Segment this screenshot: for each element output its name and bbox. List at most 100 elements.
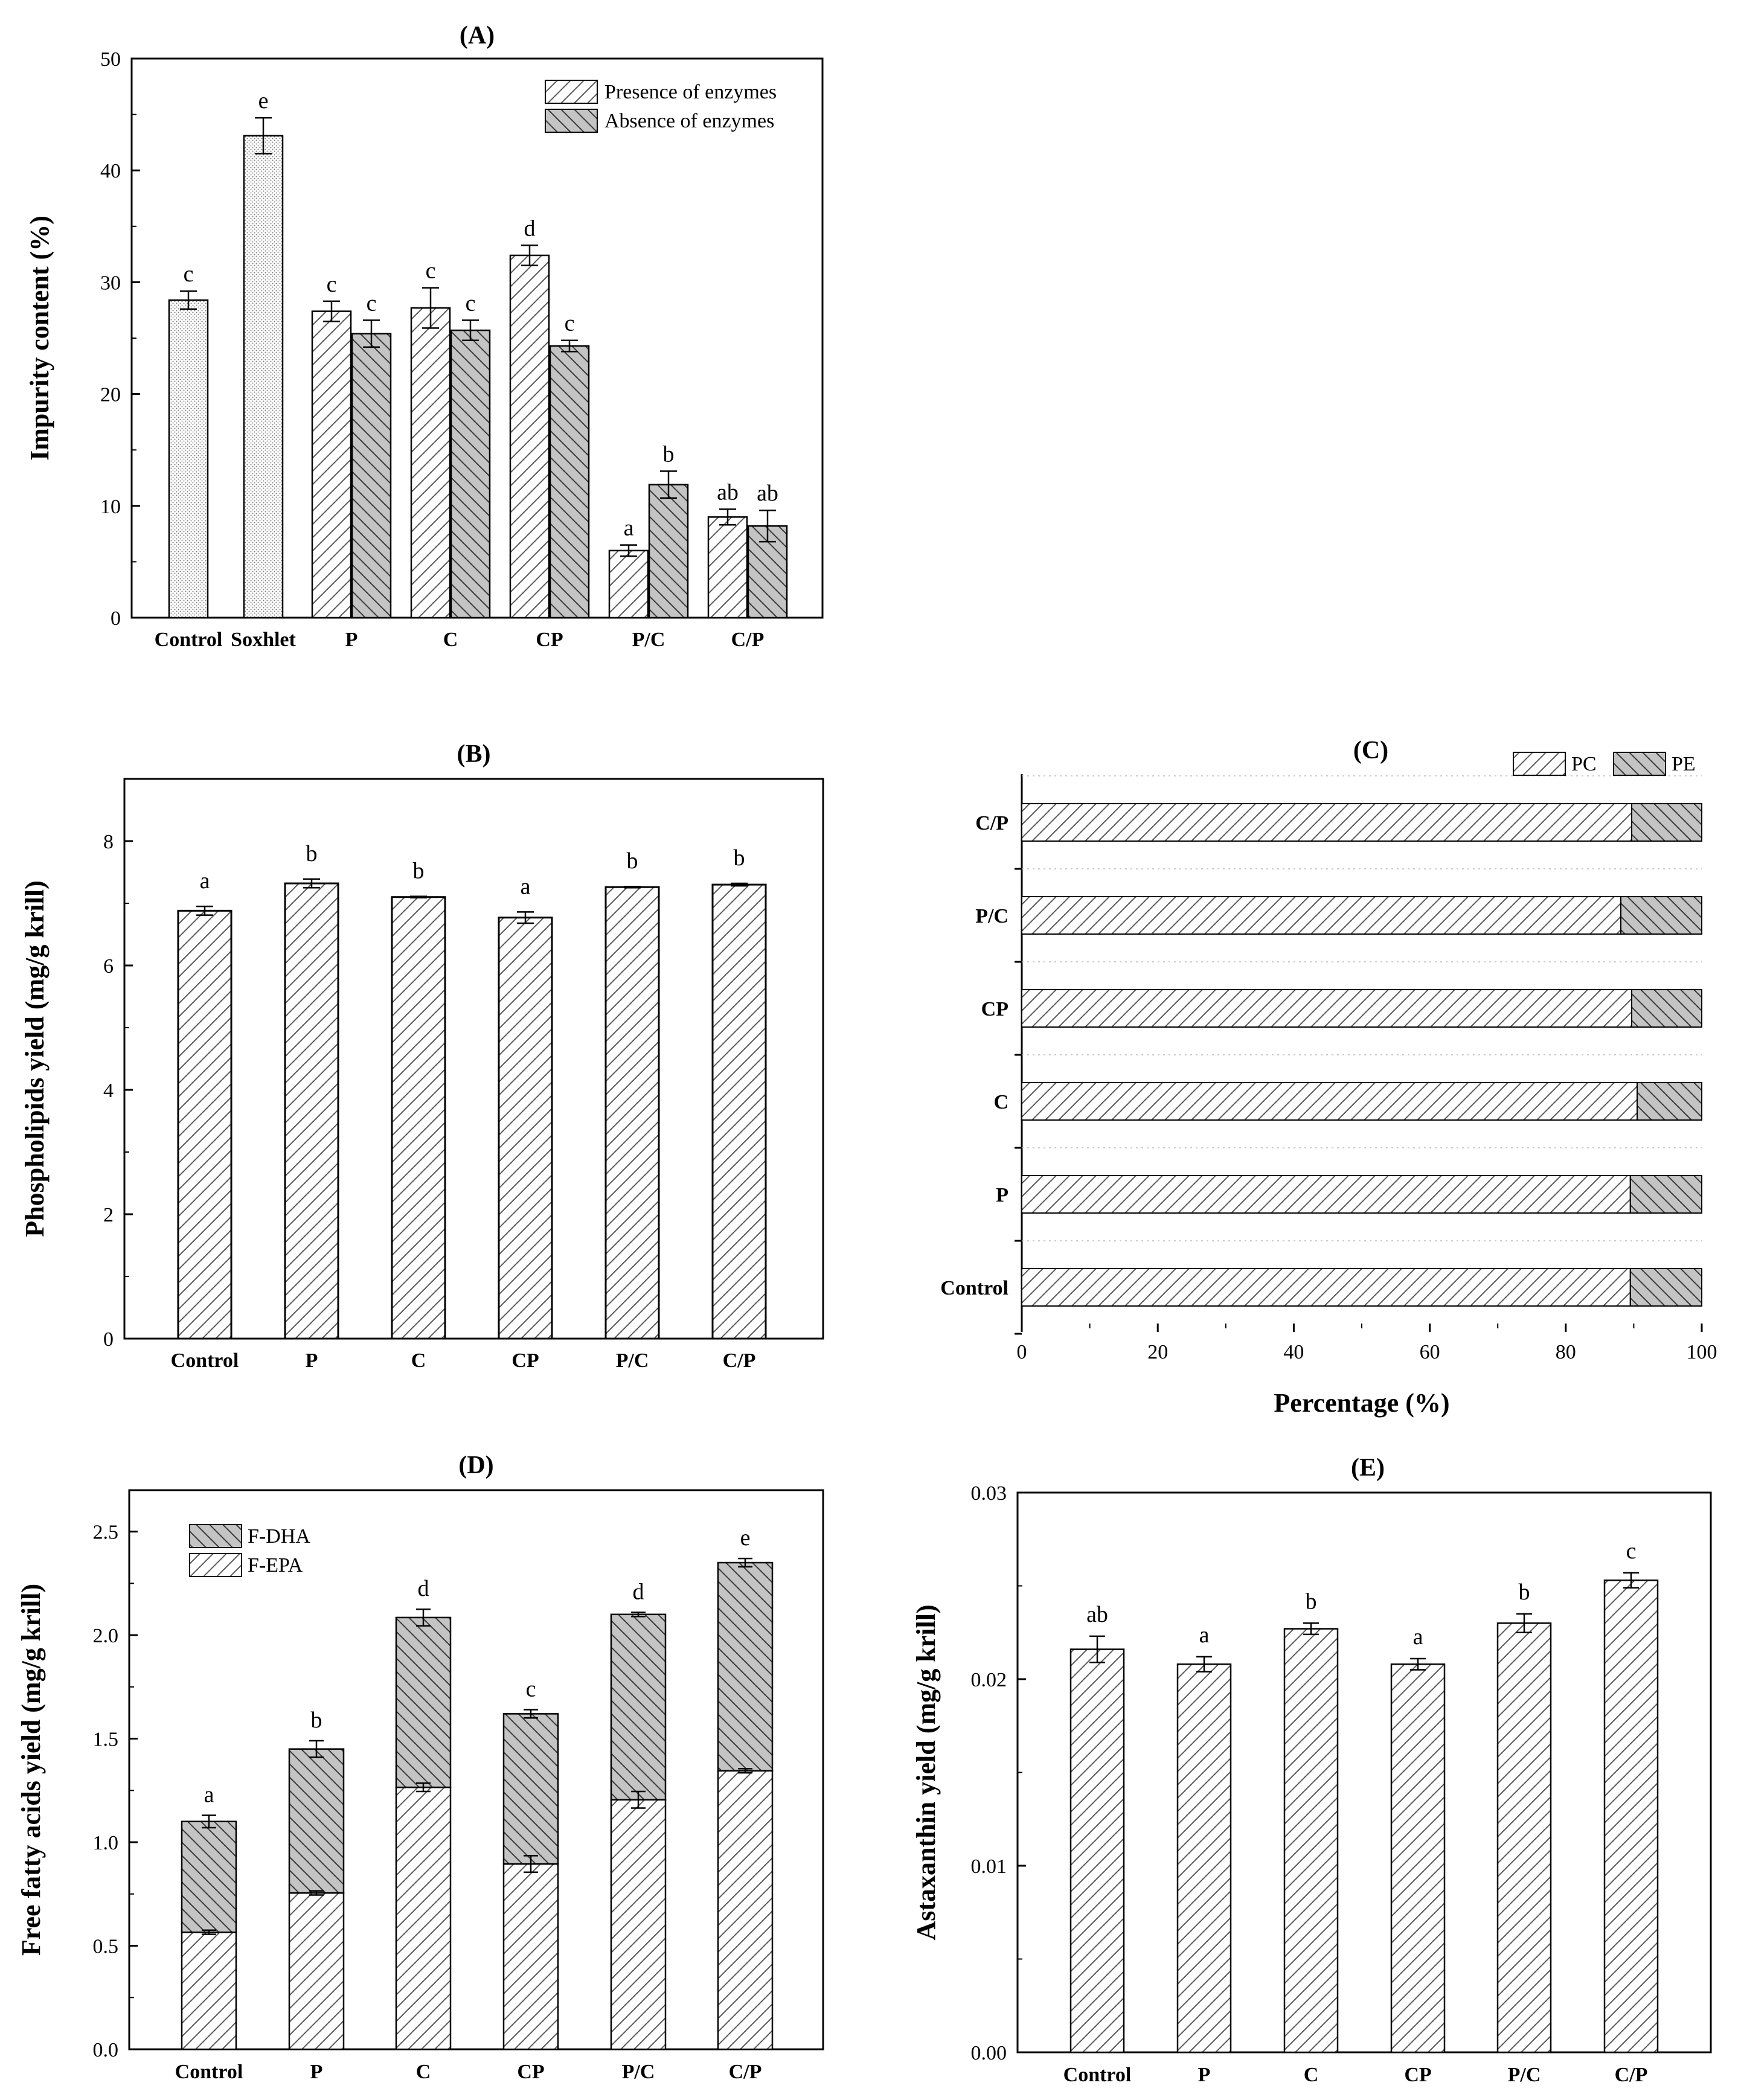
significance-letter: d	[418, 1576, 429, 1601]
legend-swatch	[545, 80, 598, 104]
error-bar	[363, 319, 380, 348]
significance-letter: a	[1199, 1622, 1210, 1648]
bar-pc-c	[1021, 1082, 1638, 1121]
significance-letter: b	[734, 845, 745, 871]
significance-letter: b	[627, 848, 638, 874]
significance-letter: ab	[1086, 1602, 1108, 1627]
legend: Presence of enzymes Absence of enzymes	[545, 80, 777, 133]
bar-p	[1176, 1663, 1232, 2054]
error-bar	[416, 1608, 431, 1627]
x-tick-label: Soxhlet	[231, 629, 296, 651]
y-tick-label: 0.5	[93, 1936, 119, 1958]
y-tick-label: 20	[100, 384, 121, 406]
significance-letter: a	[1413, 1624, 1423, 1650]
chart-title: (B)	[457, 740, 491, 768]
error-bar	[521, 245, 538, 266]
bar-cp	[1390, 1663, 1446, 2054]
bar-control	[177, 909, 232, 1340]
x-tick-label: CP	[517, 2061, 544, 2083]
x-tick-label: C	[1304, 2064, 1319, 2086]
y-tick-label: 0	[111, 607, 121, 630]
significance-letter: e	[258, 88, 269, 114]
panel-E: (E) 0.00 0.01 0.02 0.03 Astaxanthin yield (mg…	[911, 1454, 1712, 2086]
significance-letter: b	[311, 1708, 322, 1733]
y-tick-label: CP	[981, 998, 1008, 1020]
bar-pc-cp	[1021, 989, 1633, 1028]
error-bar	[1410, 1657, 1426, 1671]
bar-pe-p-c	[1620, 896, 1703, 935]
bar-f-epa	[610, 1799, 667, 2050]
legend-swatch	[189, 1524, 242, 1548]
y-tick-label: 0.0	[93, 2039, 119, 2061]
bar-f-dha	[717, 1561, 774, 1772]
bar-control	[168, 299, 209, 619]
bar-f-dha	[288, 1748, 345, 1894]
significance-letter: c	[327, 272, 337, 297]
bar-c-p	[711, 883, 767, 1340]
error-bar	[561, 339, 578, 353]
x-tick-label: 40	[1283, 1341, 1304, 1363]
significance-letter: a	[521, 874, 531, 899]
legend-label: F-EPA	[248, 1554, 303, 1577]
significance-letter: a	[204, 1782, 214, 1807]
x-tick-label: 100	[1687, 1341, 1717, 1363]
significance-letter: ab	[717, 479, 739, 505]
x-tick-label: CP	[1404, 2064, 1431, 2086]
bar-absence	[648, 484, 689, 619]
bar-c-p	[1603, 1579, 1659, 2054]
error-bar	[731, 882, 748, 887]
x-tick-label: P	[310, 2061, 323, 2083]
y-tick-label: C	[993, 1091, 1008, 1113]
error-bar	[631, 1612, 646, 1618]
bar-c	[391, 896, 446, 1340]
bar-pe-control	[1629, 1268, 1703, 1307]
x-tick-label: Control	[1063, 2064, 1132, 2086]
bar-presence	[311, 310, 352, 619]
y-tick-label: 0.00	[971, 2042, 1007, 2064]
bar-c	[1283, 1628, 1339, 2054]
bar-p	[284, 882, 339, 1340]
x-tick-label: 80	[1556, 1341, 1576, 1363]
legend: F-DHA F-EPA	[189, 1524, 310, 1577]
error-bar	[202, 1814, 216, 1829]
x-axis-title: Percentage (%)	[1274, 1388, 1449, 1418]
y-tick-label: 30	[100, 272, 121, 294]
error-bar	[323, 300, 340, 322]
bar-f-epa	[288, 1892, 345, 2050]
y-axis-title: Phospholipids yield (mg/g krill)	[20, 880, 50, 1237]
legend-swatch	[189, 1553, 242, 1577]
significance-letter: c	[1626, 1538, 1637, 1564]
x-tick-label: C/P	[1615, 2064, 1648, 2086]
significance-letter: c	[184, 261, 194, 287]
y-tick-label: 2.5	[93, 1522, 119, 1544]
bar-control	[1069, 1648, 1125, 2054]
y-tick-label: 1.5	[93, 1729, 119, 1751]
y-tick-label: 50	[100, 48, 121, 71]
error-bar	[1196, 1656, 1212, 1673]
y-tick-label: 2	[103, 1204, 114, 1226]
error-bar	[422, 287, 439, 329]
x-tick-label: Control	[171, 1349, 239, 1372]
significance-letter: b	[663, 441, 675, 467]
bar-f-dha	[181, 1820, 237, 1933]
y-tick-label: P/C	[975, 905, 1008, 927]
y-tick-label: C/P	[975, 812, 1008, 834]
x-tick-label: C/P	[723, 1349, 756, 1372]
panel-D: (D) 0.0 0.5 1.0 1.5 2.0 2.5 Free fatty acids yi…	[16, 1452, 824, 2083]
significance-letter: c	[367, 290, 377, 316]
bar-f-dha	[395, 1616, 452, 1788]
significance-letter: e	[740, 1525, 751, 1551]
y-tick-label: 2.0	[93, 1625, 119, 1647]
panel-A: (A) 0 10 20 30 40 50 Impurity content (%) c e c c c c…	[25, 22, 824, 651]
y-tick-label: 40	[100, 160, 121, 182]
legend-label: PC	[1571, 753, 1597, 775]
x-tick-label: CP	[511, 1349, 539, 1372]
error-bar	[255, 117, 272, 155]
y-axis-title: Impurity content (%)	[25, 216, 54, 461]
bar-absence	[450, 329, 491, 619]
x-tick-label: CP	[536, 629, 563, 651]
error-bar	[631, 1790, 646, 1809]
error-bar	[309, 1890, 324, 1896]
significance-letter: b	[1306, 1589, 1317, 1614]
